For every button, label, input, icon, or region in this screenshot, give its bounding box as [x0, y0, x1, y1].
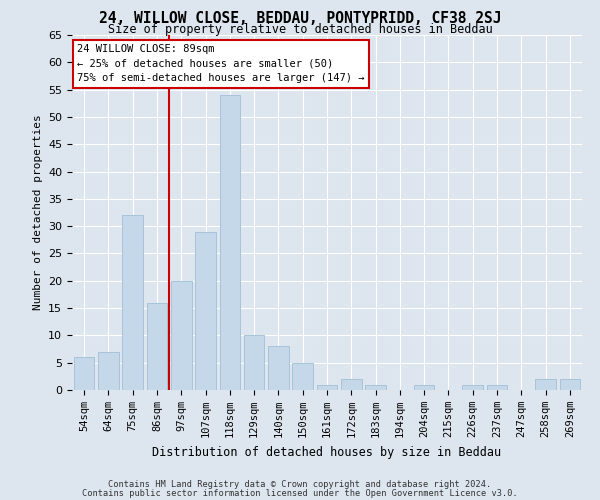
Bar [122, 215, 143, 390]
Text: Contains public sector information licensed under the Open Government Licence v3: Contains public sector information licen… [82, 489, 518, 498]
Y-axis label: Number of detached properties: Number of detached properties [32, 114, 43, 310]
X-axis label: Distribution of detached houses by size in Beddau: Distribution of detached houses by size … [152, 446, 502, 458]
Bar [535, 379, 556, 390]
Bar [365, 384, 386, 390]
Bar [560, 379, 580, 390]
Bar [463, 384, 483, 390]
Text: 24, WILLOW CLOSE, BEDDAU, PONTYPRIDD, CF38 2SJ: 24, WILLOW CLOSE, BEDDAU, PONTYPRIDD, CF… [99, 11, 501, 26]
Bar [341, 379, 362, 390]
Text: Contains HM Land Registry data © Crown copyright and database right 2024.: Contains HM Land Registry data © Crown c… [109, 480, 491, 489]
Bar [74, 357, 94, 390]
Text: Size of property relative to detached houses in Beddau: Size of property relative to detached ho… [107, 22, 493, 36]
Bar [146, 302, 167, 390]
Bar [195, 232, 216, 390]
Bar [244, 336, 265, 390]
Bar [414, 384, 434, 390]
Bar [171, 281, 191, 390]
Bar [292, 362, 313, 390]
Bar [98, 352, 119, 390]
Text: 24 WILLOW CLOSE: 89sqm
← 25% of detached houses are smaller (50)
75% of semi-det: 24 WILLOW CLOSE: 89sqm ← 25% of detached… [77, 44, 365, 84]
Bar [317, 384, 337, 390]
Bar [487, 384, 508, 390]
Bar [268, 346, 289, 390]
Bar [220, 95, 240, 390]
